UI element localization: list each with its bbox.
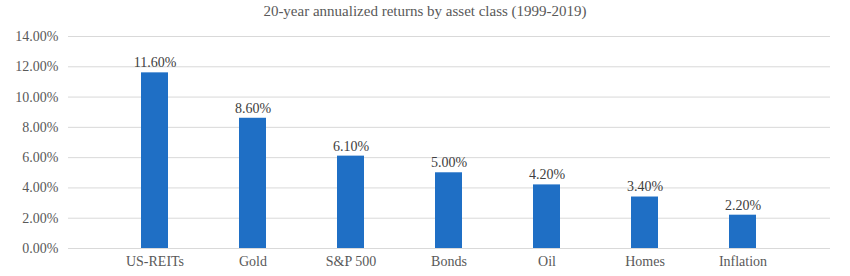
svg-text:6.10%: 6.10% <box>333 139 370 154</box>
svg-text:Gold: Gold <box>239 254 267 269</box>
svg-text:11.60%: 11.60% <box>134 55 177 70</box>
svg-text:US-REITs: US-REITs <box>126 254 184 269</box>
svg-text:3.40%: 3.40% <box>627 179 664 194</box>
svg-text:S&P 500: S&P 500 <box>326 254 376 269</box>
svg-text:14.00%: 14.00% <box>15 29 59 44</box>
html-text:20-year annualized returns by: 20-year annualized returns by asset clas… <box>263 3 587 19</box>
svg-text:Homes: Homes <box>625 254 665 269</box>
svg-text:6.00%: 6.00% <box>22 150 59 165</box>
svg-text:4.20%: 4.20% <box>529 167 566 182</box>
svg-text:4.00%: 4.00% <box>22 180 59 195</box>
svg-text:8.60%: 8.60% <box>235 101 272 116</box>
svg-text:Inflation: Inflation <box>719 254 767 269</box>
svg-text:0.00%: 0.00% <box>22 241 59 256</box>
svg-text:12.00%: 12.00% <box>15 59 59 74</box>
svg-text:Oil: Oil <box>538 254 556 269</box>
svg-text:10.00%: 10.00% <box>15 90 59 105</box>
svg-text:2.20%: 2.20% <box>725 198 762 213</box>
svg-text:5.00%: 5.00% <box>431 155 468 170</box>
svg-text:Bonds: Bonds <box>431 254 467 269</box>
svg-text:8.00%: 8.00% <box>22 120 59 135</box>
svg-text:2.00%: 2.00% <box>22 211 59 226</box>
